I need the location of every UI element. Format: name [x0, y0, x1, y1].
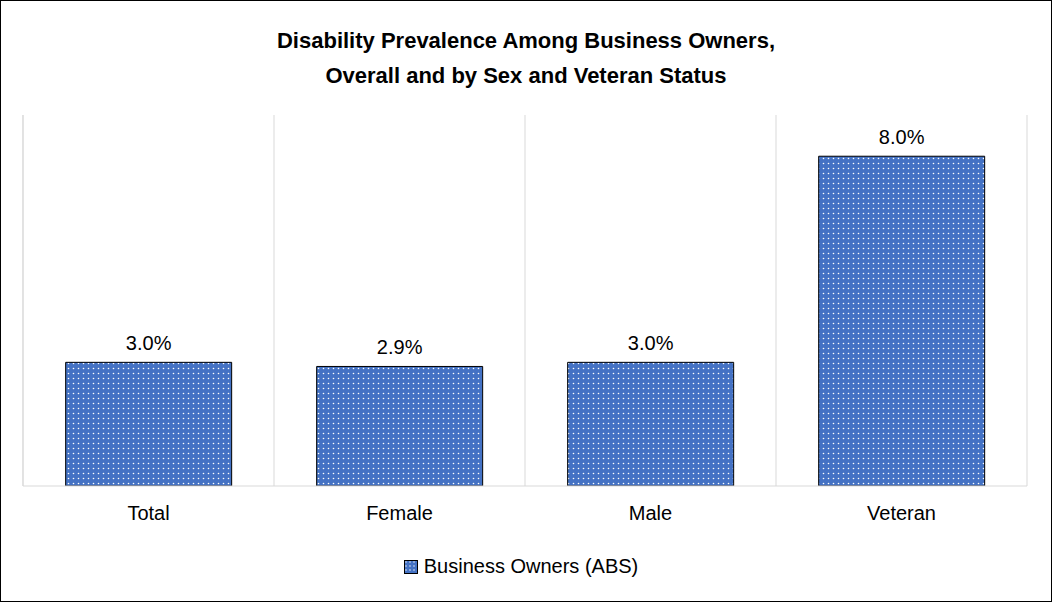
svg-text:8.0%: 8.0% — [879, 126, 925, 148]
svg-text:Total: Total — [127, 502, 169, 524]
html-text:Disability Prevalence Among Bu: Disability Prevalence Among Business Own… — [277, 28, 775, 53]
svg-text:Female: Female — [366, 502, 433, 524]
svg-text:3.0%: 3.0% — [126, 332, 172, 354]
html-text:Business Owners (ABS): Business Owners (ABS) — [423, 555, 639, 577]
html-text:Overall and by Sex and Veteran: Overall and by Sex and Veteran Status — [325, 63, 727, 88]
svg-text:3.0%: 3.0% — [628, 332, 674, 354]
svg-text:2.9%: 2.9% — [377, 336, 423, 358]
svg-text:Male: Male — [629, 502, 672, 524]
svg-text:Veteran: Veteran — [867, 502, 936, 524]
